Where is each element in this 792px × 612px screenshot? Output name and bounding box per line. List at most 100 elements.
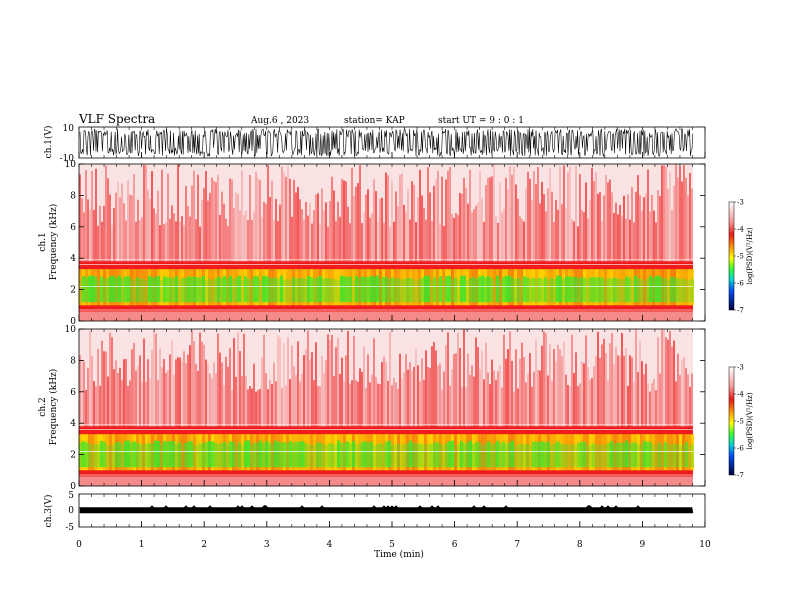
spec-band-green [505,275,508,303]
spec-band-green [328,278,331,303]
spec-streak [609,179,611,267]
spec-streak [649,211,651,267]
spec-streak [199,226,201,267]
spec-band-yellow [328,434,331,471]
spec-streak [315,342,317,432]
spec-streak [447,170,449,267]
spec-band-yellow [196,434,199,471]
spec-streak [341,357,343,432]
spec-streak [417,197,419,267]
spec-band-yellow [325,434,328,471]
spec-streak [559,349,561,432]
spec-band-green [253,276,256,303]
spec-streak [249,174,251,267]
spec-band-yellow [562,269,565,306]
spec-streak [445,179,447,267]
spec-streak [209,192,211,267]
spec-streak [235,192,237,267]
ch2-spectrogram-panel: 0 2 4 6 8 10 ch.2 Frequency (kHz) -3 -4 -5 -6 -7 l… [38,325,754,492]
spec-band-green [688,279,691,303]
spec-band-yellow [604,434,607,471]
spec-streak [117,181,119,267]
spec-band-green [310,444,313,468]
spec-streak [439,224,441,267]
spec-streak [647,383,649,432]
spec-band-green [508,275,511,303]
spec-streak [425,219,427,267]
spec-band-yellow [622,269,625,306]
spec-streak [229,348,231,432]
colorbar-label: log(PSD)(V²/Hz) [746,392,754,449]
spec-band-green [175,275,178,303]
spec-streak [373,338,375,432]
spec-streak [437,170,439,267]
spec-streak [325,360,327,432]
spec-band-green [151,443,154,468]
spec-band-yellow [493,434,496,471]
spec-band-green [139,443,142,468]
spec-streak [633,222,635,267]
spec-streak [199,332,201,432]
spec-streak [241,375,243,432]
spec-band-yellow [412,269,415,306]
spec-streak [659,196,661,267]
spec-band-yellow [286,434,289,471]
spec-band-yellow [598,434,601,471]
spec-streak [187,354,189,432]
spec-band-yellow [175,434,178,471]
spec-band-green [556,441,559,468]
spec-streak [187,205,189,267]
spec-streak [423,379,425,432]
spec-band-green [511,440,514,468]
spec-band-green [637,444,640,468]
spec-band-yellow [133,269,136,306]
spec-streak [565,374,567,432]
spec-band-green [391,444,394,468]
spec-band-yellow [691,434,694,471]
spec-band-green [589,277,592,303]
spec-band-yellow [589,434,592,471]
spec-band-green [661,444,664,468]
spec-band-green [667,444,670,468]
spec-streak [505,177,507,267]
spec-streak [499,365,501,432]
spec-band-yellow [667,269,670,306]
spec-band-yellow [178,269,181,306]
spec-streak [527,373,529,432]
spec-band-yellow [457,269,460,306]
spec-streak [625,218,627,267]
spec-band-green [292,442,295,468]
spec-band-green [280,442,283,468]
spec-streak [397,206,399,267]
spec-band-green [190,441,193,468]
spec-streak [637,371,639,432]
spec-band-green [343,276,346,303]
spec-band-yellow [430,269,433,306]
spec-streak [271,384,273,432]
spec-streak [145,381,147,432]
spec-band-green [343,442,346,468]
spec-streak [173,213,175,267]
spec-streak [605,352,607,432]
spec-streak [247,389,249,432]
spec-streak [401,378,403,432]
spec-band-green [340,442,343,468]
spec-band-green [277,441,280,468]
spec-streak [391,385,393,432]
spec-streak [371,213,373,267]
spec-band-yellow [688,434,691,471]
spec-streak [575,166,577,267]
spec-band-yellow [247,269,250,306]
spec-band-yellow [232,269,235,306]
spec-streak [179,357,181,432]
spec-band-green [361,441,364,468]
spec-band-green [532,441,535,468]
spec-streak [243,214,245,267]
spec-streak [91,170,93,267]
spec-band-green [163,276,166,303]
spec-band-green [115,277,118,303]
spec-streak [309,203,311,267]
spec-streak [149,378,151,432]
spec-streak [515,349,517,432]
spec-band-green [295,278,298,303]
